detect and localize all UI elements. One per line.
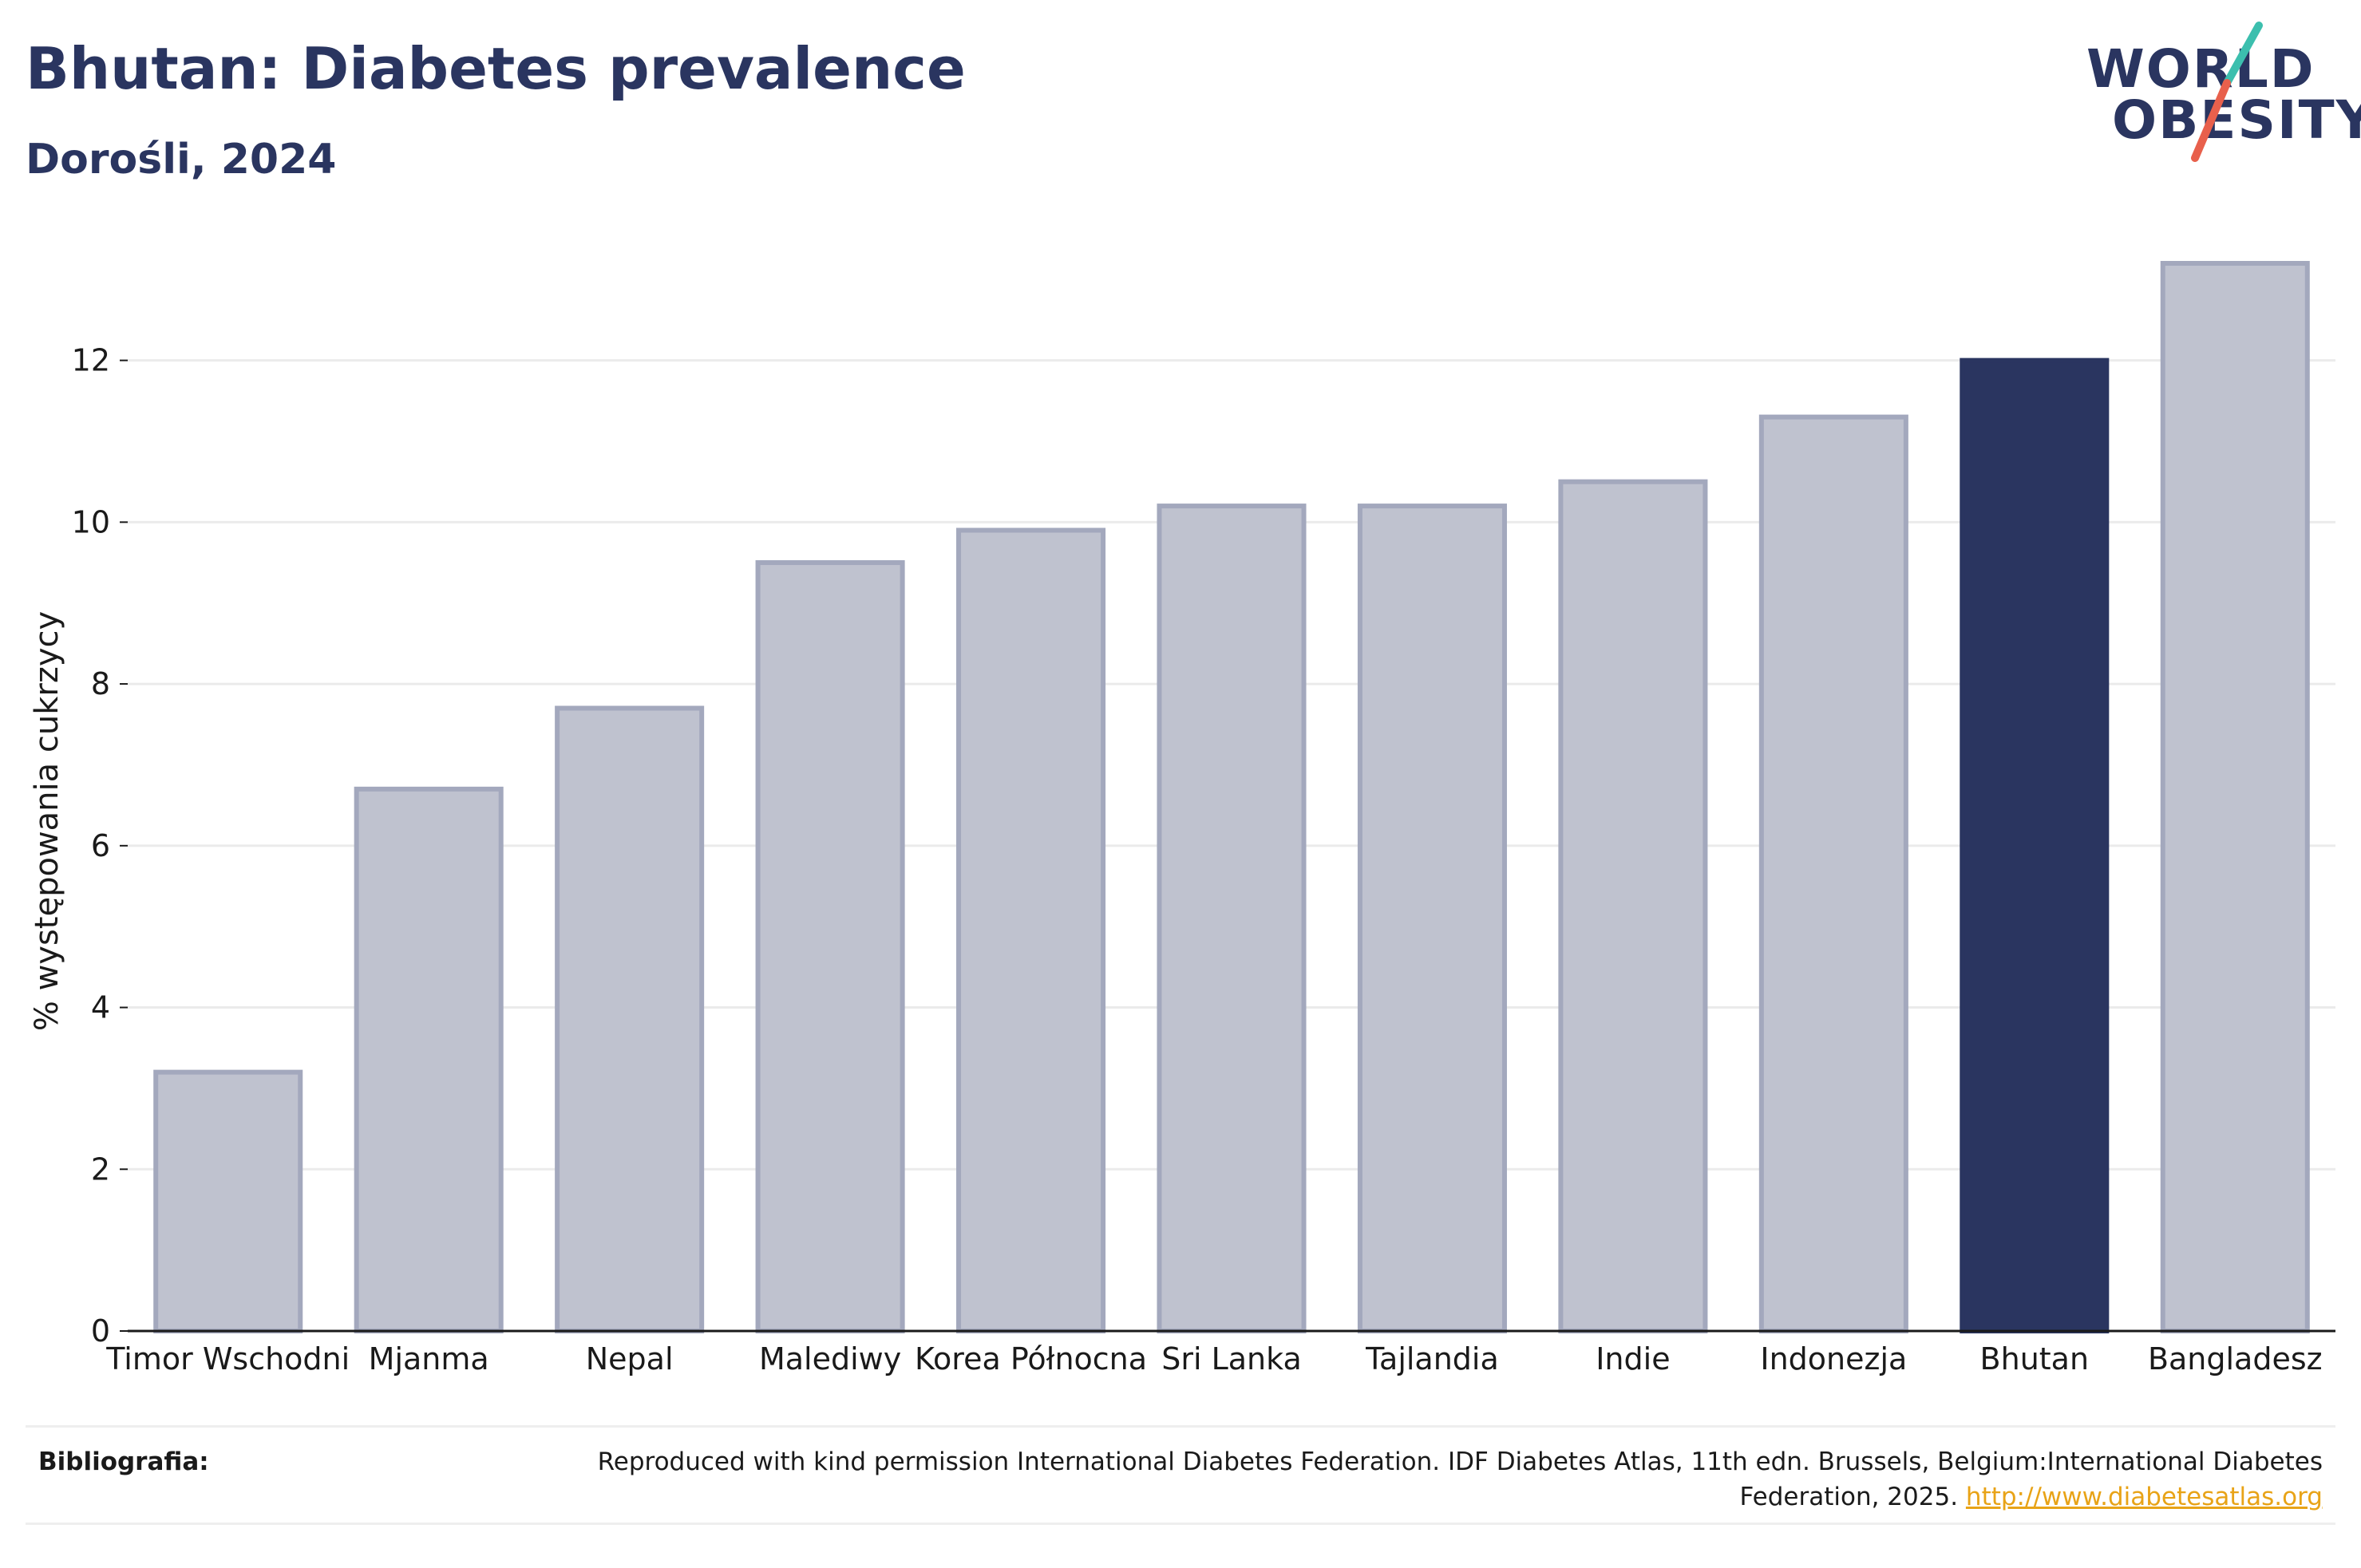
footer-divider-bottom [26,1523,2335,1525]
y-tick-label: 4 [91,990,110,1025]
bars [153,261,2310,1334]
x-tick-label: Bhutan [1980,1341,2090,1376]
y-tick-label: 0 [91,1313,110,1349]
bar-malediwy[interactable] [755,560,905,1333]
x-tick-label: Bangladesz [2148,1341,2323,1376]
source-citation: Reproduced with kind permission Internat… [597,1448,2323,1511]
bar-korea-północna[interactable] [956,527,1106,1333]
source-label: Bibliografia: [38,1448,209,1476]
logo-line-1: WORLD [2086,38,2316,100]
y-axis-ticks: 0 2 4 6 8 10 12 [72,343,128,1349]
x-tick-label: Indie [1596,1341,1670,1376]
bar-indonezja[interactable] [1758,414,1908,1333]
bar-chart: 0 2 4 6 8 10 12 Timor Wschodni Mjanma Nepal Maled… [29,261,2335,1376]
bar-bhutan[interactable] [1960,357,2110,1333]
world-obesity-logo: WORLD OBESITY [2075,16,2361,176]
source-link[interactable]: http://www.diabetesatlas.org [1965,1483,2323,1511]
y-tick-label: 12 [72,343,110,378]
chart-subtitle: Dorośli, 2024 [26,136,337,184]
bar-nepal[interactable] [555,705,705,1333]
y-tick-label: 6 [91,828,110,863]
source-text: Reproduced with kind permission Internat… [567,1444,2323,1515]
bar-sri-lanka[interactable] [1157,504,1307,1333]
x-tick-label: Mjanma [369,1341,489,1376]
x-axis-labels: Timor Wschodni Mjanma Nepal Malediwy Korea P… [105,1341,2322,1376]
x-tick-label: Nepal [586,1341,674,1376]
y-axis-title: % występowania cukrzycy [29,611,65,1031]
logo-line-2: OBESITY [2112,89,2361,151]
y-tick-label: 10 [72,504,110,539]
bar-mjanma[interactable] [354,786,504,1333]
x-tick-label: Sri Lanka [1161,1341,1302,1376]
x-tick-label: Malediwy [759,1341,901,1376]
x-tick-label: Timor Wschodni [105,1341,350,1376]
y-tick-label: 2 [91,1151,110,1187]
chart-title: Bhutan: Diabetes prevalence [26,35,966,102]
x-tick-label: Indonezja [1760,1341,1907,1376]
bar-timor-wschodni[interactable] [153,1069,303,1333]
bar-indie[interactable] [1558,479,1708,1334]
x-tick-label: Korea Północna [915,1341,1147,1376]
logo-slash-icon [2191,22,2263,162]
y-tick-label: 8 [91,666,110,701]
bar-bangladesz[interactable] [2160,261,2310,1333]
bar-tajlandia[interactable] [1357,504,1507,1333]
footer-divider-top [26,1425,2335,1428]
x-tick-label: Tajlandia [1365,1341,1499,1376]
